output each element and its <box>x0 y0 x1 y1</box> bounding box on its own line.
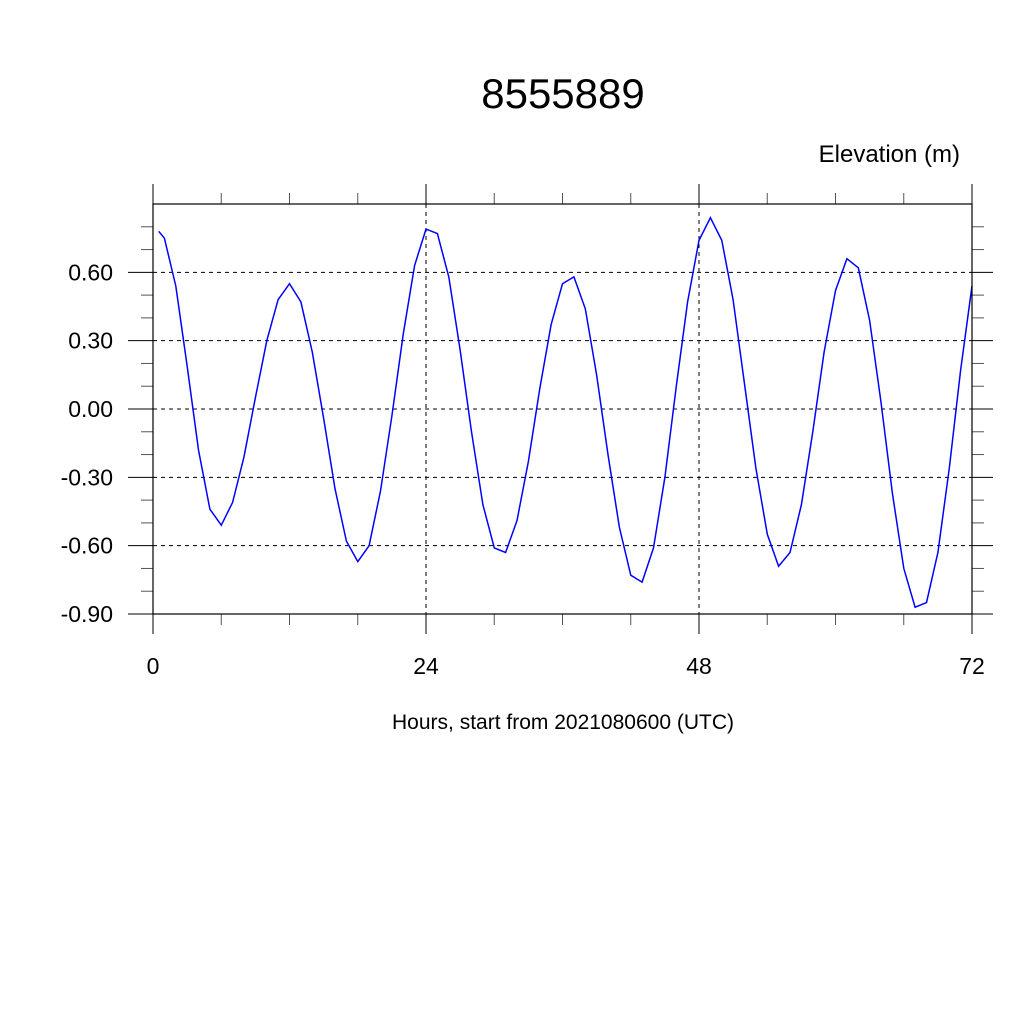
y-tick-label: 0.00 <box>68 396 113 422</box>
axis-ticks <box>128 184 993 634</box>
x-tick-labels: 0 24 48 72 <box>147 653 985 679</box>
chart-subtitle: Elevation (m) <box>819 141 960 168</box>
x-tick-label: 0 <box>147 653 160 679</box>
y-tick-label: 0.60 <box>68 259 113 285</box>
x-axis-label: Hours, start from 2021080600 (UTC) <box>392 711 734 734</box>
plot-frame <box>152 203 973 615</box>
grid-lines <box>153 204 972 615</box>
y-tick-labels: 0.60 0.30 0.00 -0.30 -0.60 -0.90 <box>61 259 113 627</box>
y-tick-label: 0.30 <box>68 328 113 354</box>
chart-title: 8555889 <box>481 70 645 117</box>
x-tick-label: 24 <box>413 653 439 679</box>
x-tick-label: 72 <box>959 653 985 679</box>
y-tick-label: -0.90 <box>61 601 113 627</box>
y-tick-label: -0.60 <box>61 533 113 559</box>
y-tick-label: -0.30 <box>61 464 113 490</box>
series-line-elevation <box>158 216 973 609</box>
x-tick-label: 48 <box>686 653 712 679</box>
